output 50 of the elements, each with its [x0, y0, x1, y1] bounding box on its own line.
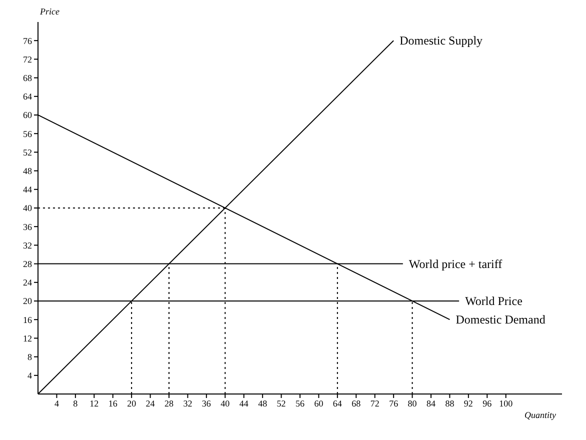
y-tick-label: 52 — [23, 147, 32, 158]
y-tick-label: 28 — [23, 258, 32, 269]
y-tick-label: 16 — [23, 314, 32, 325]
x-tick-label: 24 — [146, 398, 156, 408]
y-tick-label: 48 — [23, 166, 32, 176]
x-tick-label: 96 — [482, 398, 492, 408]
y-tick-label: 56 — [23, 128, 32, 139]
y-tick-label: 76 — [23, 36, 32, 46]
x-tick-label: 84 — [426, 398, 436, 408]
y-tick-label: 4 — [28, 370, 32, 381]
series-label: Domestic Supply — [400, 34, 483, 48]
x-tick-label: 80 — [408, 398, 418, 408]
series-label: World Price — [465, 294, 522, 308]
y-tick-label: 20 — [23, 296, 32, 306]
x-tick-label: 40 — [220, 398, 230, 408]
y-tick-label: 36 — [23, 222, 32, 232]
y-tick-label: 68 — [23, 72, 32, 83]
y-tick-label: 40 — [23, 203, 32, 214]
x-tick-label: 4 — [54, 398, 60, 408]
x-tick-label: 92 — [464, 398, 473, 408]
y-tick-label: 8 — [28, 352, 32, 362]
y-tick-label: 64 — [23, 92, 32, 102]
x-tick-label: 28 — [164, 398, 174, 408]
x-tick-label: 72 — [370, 398, 380, 408]
x-tick-label: 52 — [276, 398, 286, 408]
x-tick-label: 60 — [314, 398, 324, 408]
y-tick-label: 32 — [23, 240, 32, 250]
x-tick-label: 56 — [296, 398, 305, 408]
y-tick-label: 44 — [23, 184, 32, 195]
series-label: World price + tariff — [408, 256, 502, 271]
x-tick-label: 44 — [239, 398, 249, 408]
y-tick-label: 24 — [23, 278, 32, 288]
y-axis-title: Price — [39, 6, 60, 16]
x-tick-label: 36 — [202, 398, 212, 408]
x-axis-title: Quantity — [524, 410, 556, 420]
y-tick-label: 72 — [23, 54, 32, 64]
x-tick-label: 16 — [108, 398, 118, 408]
x-tick-label: 88 — [445, 398, 455, 408]
x-tick-label: 68 — [352, 398, 362, 408]
x-tick-label: 48 — [258, 398, 268, 408]
y-tick-label: 60 — [23, 110, 32, 120]
x-tick-label: 20 — [127, 398, 137, 408]
x-tick-label: 64 — [332, 398, 342, 408]
x-tick-label: 32 — [183, 398, 192, 408]
series-label: Domestic Demand — [456, 312, 546, 327]
x-tick-label: 12 — [90, 398, 99, 408]
x-tick-label: 76 — [389, 398, 399, 408]
x-tick-label: 100 — [499, 398, 514, 408]
y-tick-label: 12 — [23, 333, 32, 344]
x-tick-label: 8 — [73, 398, 78, 408]
